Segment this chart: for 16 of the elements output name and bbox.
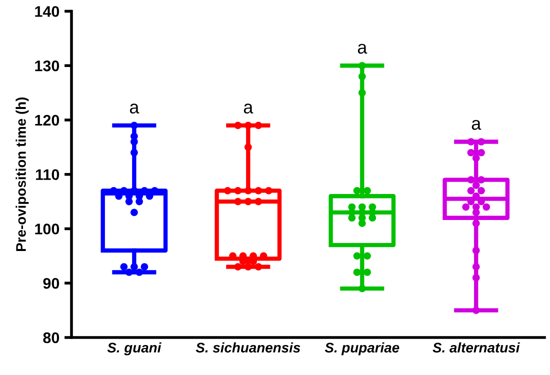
x-tick-label: S. guani — [107, 342, 162, 356]
y-axis-title: Pre-oviposition time (h) — [16, 98, 29, 251]
y-tick-label: 110 — [36, 169, 60, 180]
y-tick-label: 120 — [35, 114, 60, 126]
y-tick-label: 100 — [35, 224, 60, 234]
y-tick-label: 140 — [35, 6, 60, 17]
annotation: a — [358, 44, 368, 54]
annotation: a — [472, 120, 482, 130]
annotation: a — [244, 104, 254, 114]
annotation: a — [130, 104, 140, 114]
y-tick-label: 90 — [43, 278, 60, 289]
x-tick-label: S. alternatusi — [432, 342, 520, 353]
y-tick-label: 130 — [35, 60, 60, 72]
y-tick-label: 80 — [43, 332, 60, 344]
x-tick-label: S. pupariae — [324, 342, 400, 356]
x-tick-label: S. sichuanensis — [196, 342, 300, 353]
